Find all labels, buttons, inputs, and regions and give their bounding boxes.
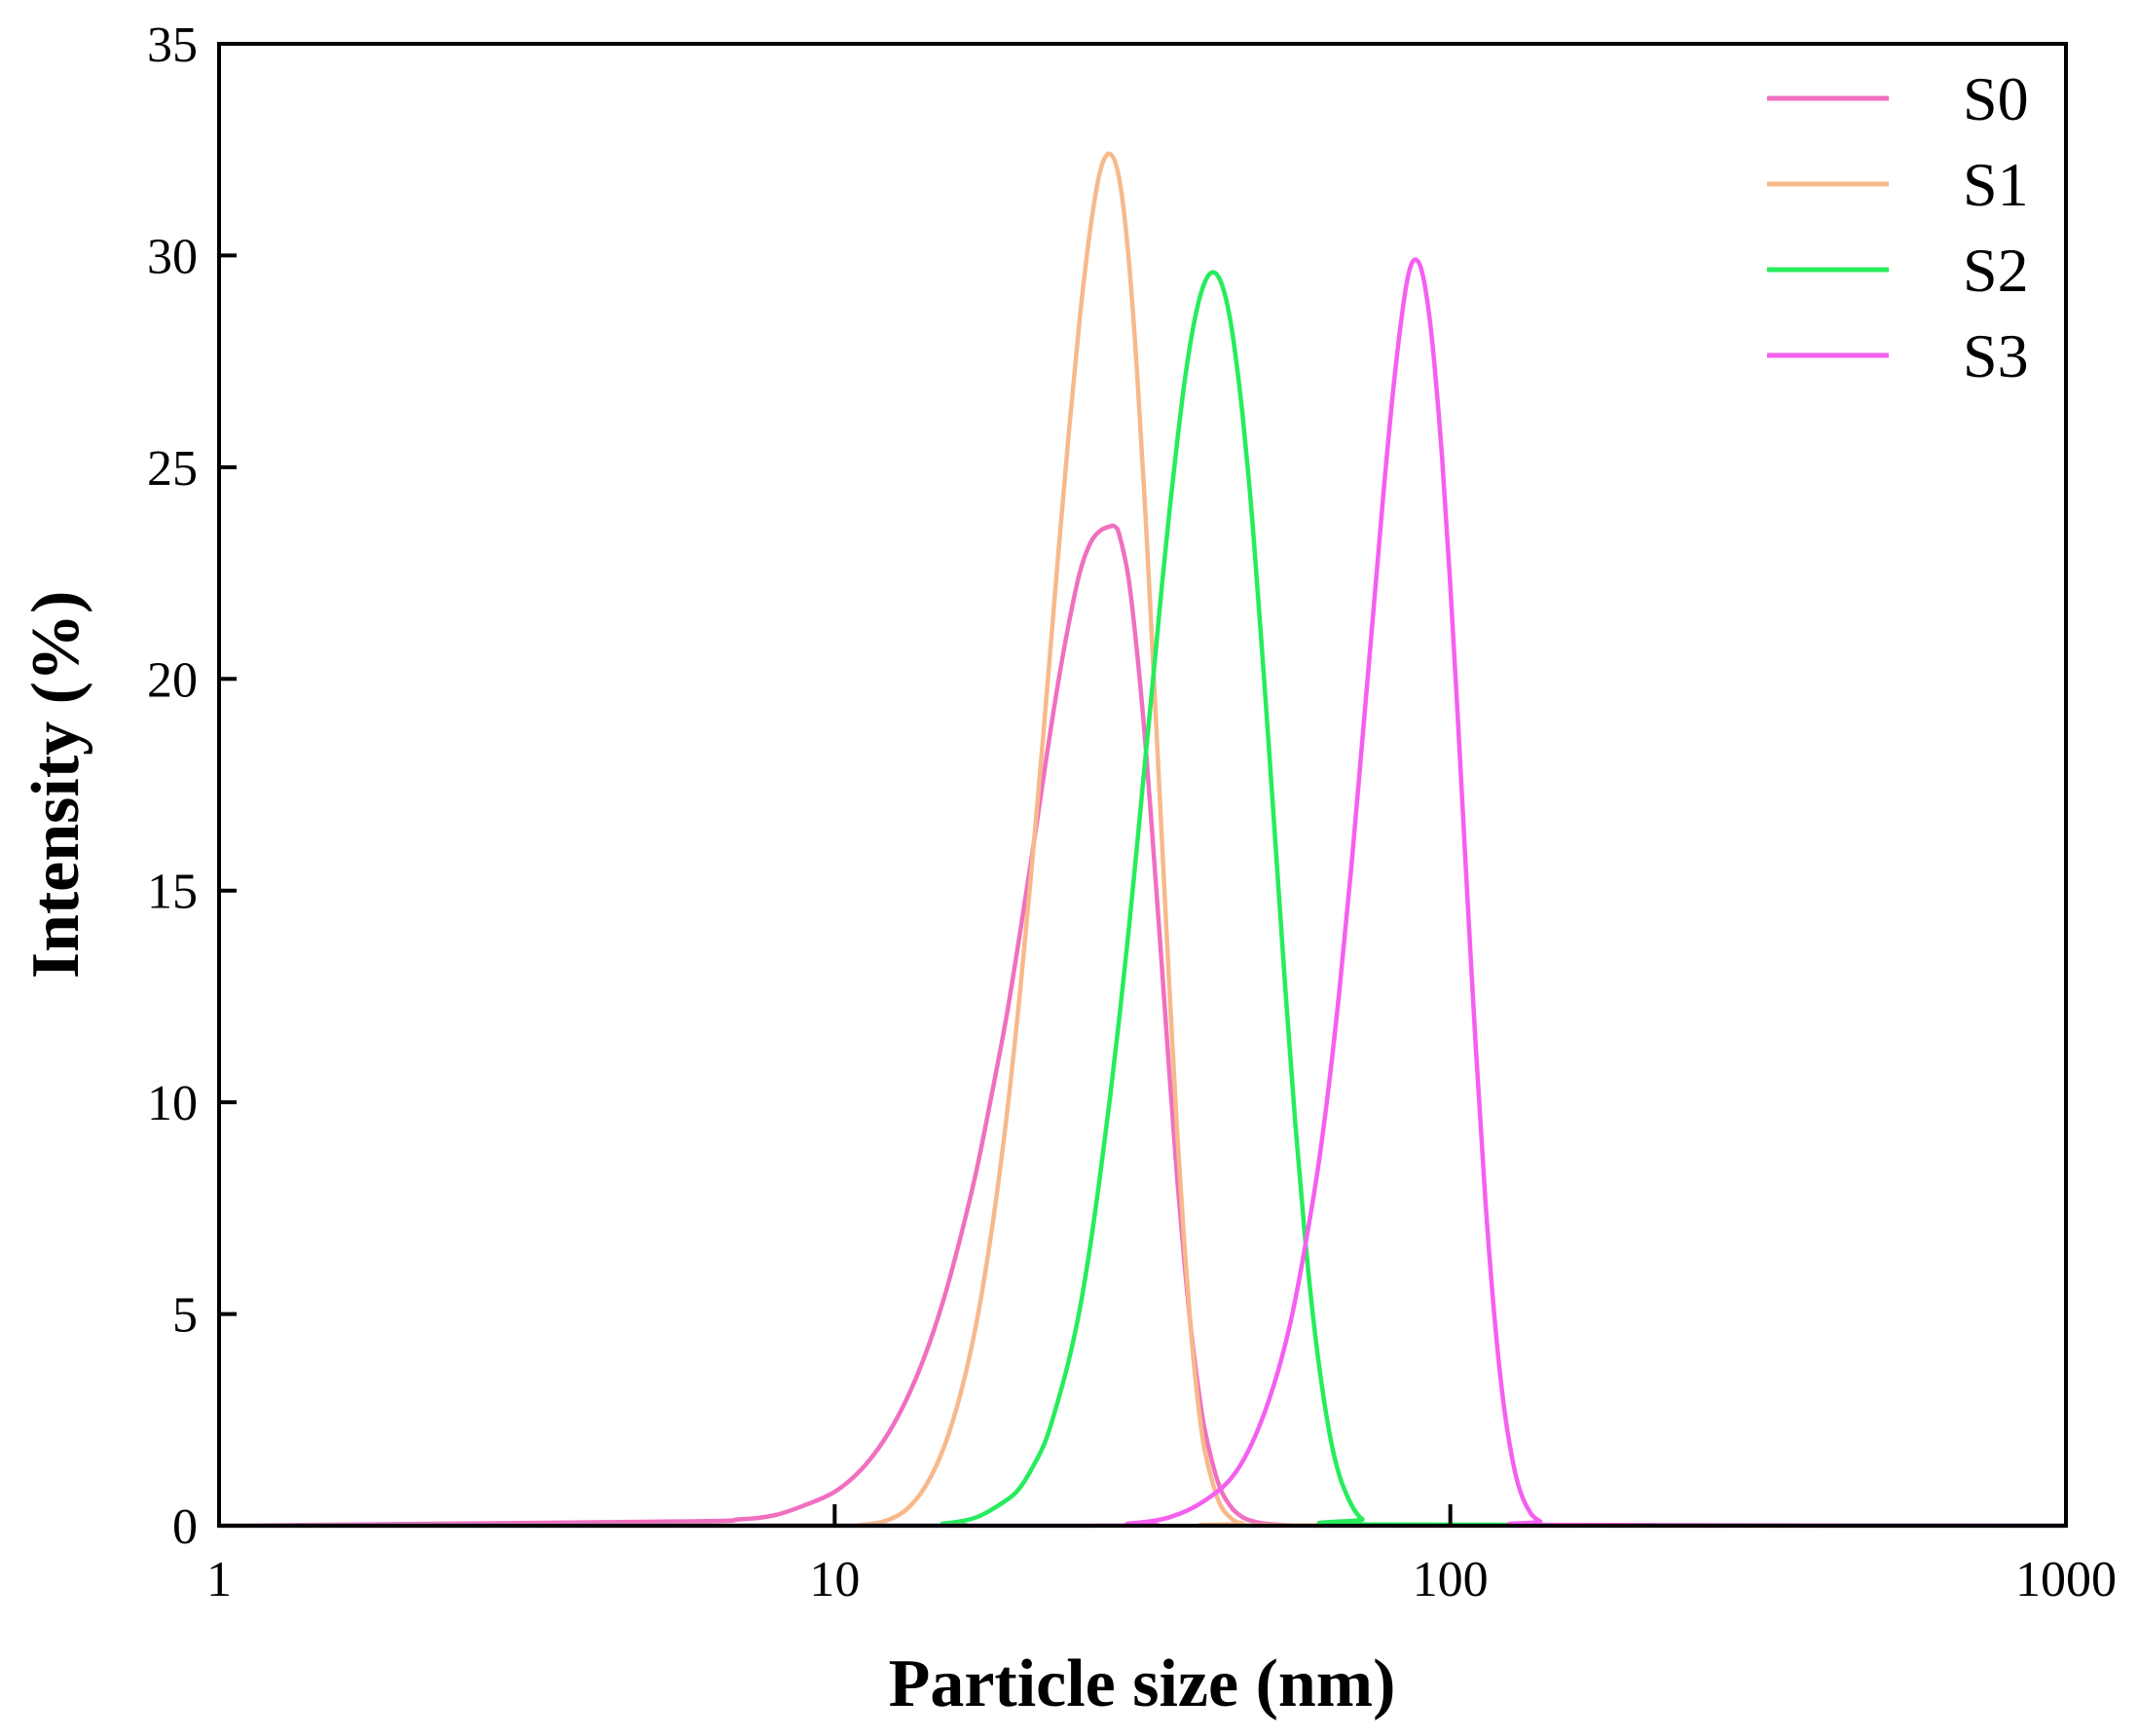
y-tick-label: 35 [147,18,198,73]
y-tick-label: 15 [147,865,198,920]
y-tick-label: 10 [147,1076,198,1131]
series-line-s3 [219,257,2067,1529]
y-tick-label: 0 [172,1499,198,1555]
legend-label-s0: S0 [1963,64,2029,133]
x-tick-label: 100 [1413,1552,1489,1607]
tick-layer: 0 5 10 15 20 25 30 35 1 10 100 1000 [147,18,2117,1607]
y-tick-label: 30 [147,229,198,284]
legend: S0 S1 S2 S3 [1767,64,2029,390]
y-tick-label: 5 [172,1288,198,1344]
legend-label-s2: S2 [1963,236,2029,305]
plot-frame [217,42,2068,1528]
x-tick-label: 1000 [2015,1552,2117,1607]
series-layer [218,151,2067,1529]
x-tick-label: 1 [206,1552,232,1607]
legend-label-s3: S3 [1963,321,2029,390]
series-line-s2 [219,270,2067,1529]
series-line-s1 [219,151,2067,1529]
series-line-s0 [218,523,2066,1529]
y-tick-label: 20 [147,652,198,708]
x-tick-label: 10 [809,1552,860,1607]
x-axis-title: Particle size (nm) [889,1646,1396,1721]
y-tick-label: 25 [147,441,198,497]
legend-label-s1: S1 [1963,150,2029,219]
y-axis-title: Intensity (%) [18,591,93,979]
